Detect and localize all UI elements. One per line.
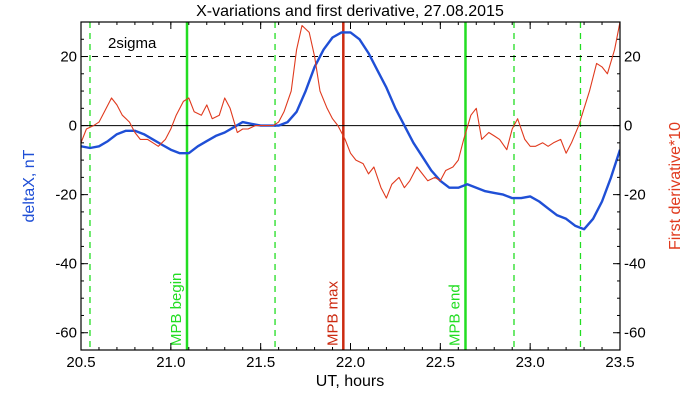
plot-frame [80, 21, 621, 351]
axes: 20.5 21.0 21.5 22.0 22.5 23.0 23.5 20 0 -20 -40 -60… [55, 21, 646, 371]
x-tick-label: 22.5 [426, 354, 455, 371]
y-tick-label-left: -60 [55, 325, 77, 342]
x-tick-label: 23.0 [516, 354, 545, 371]
y-tick-label-right: -40 [624, 256, 646, 273]
reference-lines [81, 56, 620, 127]
deltax-series-line [81, 31, 620, 231]
x-tick-label: 20.5 [66, 354, 95, 371]
y-tick-label-left: 20 [60, 49, 77, 66]
x-tick-label: 23.5 [605, 354, 634, 371]
y-axis-label-right: First derivative*10 [667, 122, 684, 250]
marker-labels: MPB begin MPB max MPB end [168, 273, 463, 346]
y-tick-label-right: 0 [624, 118, 632, 135]
y-axis-label-left: deltaX, nT [21, 149, 38, 222]
x-axis-label: UT, hours [316, 373, 384, 390]
data-series [81, 22, 620, 231]
y-tick-label-left: -20 [55, 187, 77, 204]
derivative-series-line [81, 22, 620, 199]
x-tick-label: 21.5 [246, 354, 275, 371]
marker-label-4: MPB end [446, 284, 463, 346]
marker-label-1: MPB begin [168, 273, 185, 346]
y-tick-label-left: -40 [55, 256, 77, 273]
y-tick-label-right: -20 [624, 187, 646, 204]
y-tick-label-right: -60 [624, 325, 646, 342]
y-tick-label-right: 20 [624, 49, 641, 66]
x-tick-label: 22.0 [336, 354, 365, 371]
chart-title: X-variations and first derivative, 27.08… [196, 3, 504, 20]
marker-label-3: MPB max [324, 280, 341, 346]
threshold-label: 2sigma [108, 35, 157, 52]
x-tick-label: 21.0 [156, 354, 185, 371]
y-tick-label-left: 0 [69, 118, 77, 135]
